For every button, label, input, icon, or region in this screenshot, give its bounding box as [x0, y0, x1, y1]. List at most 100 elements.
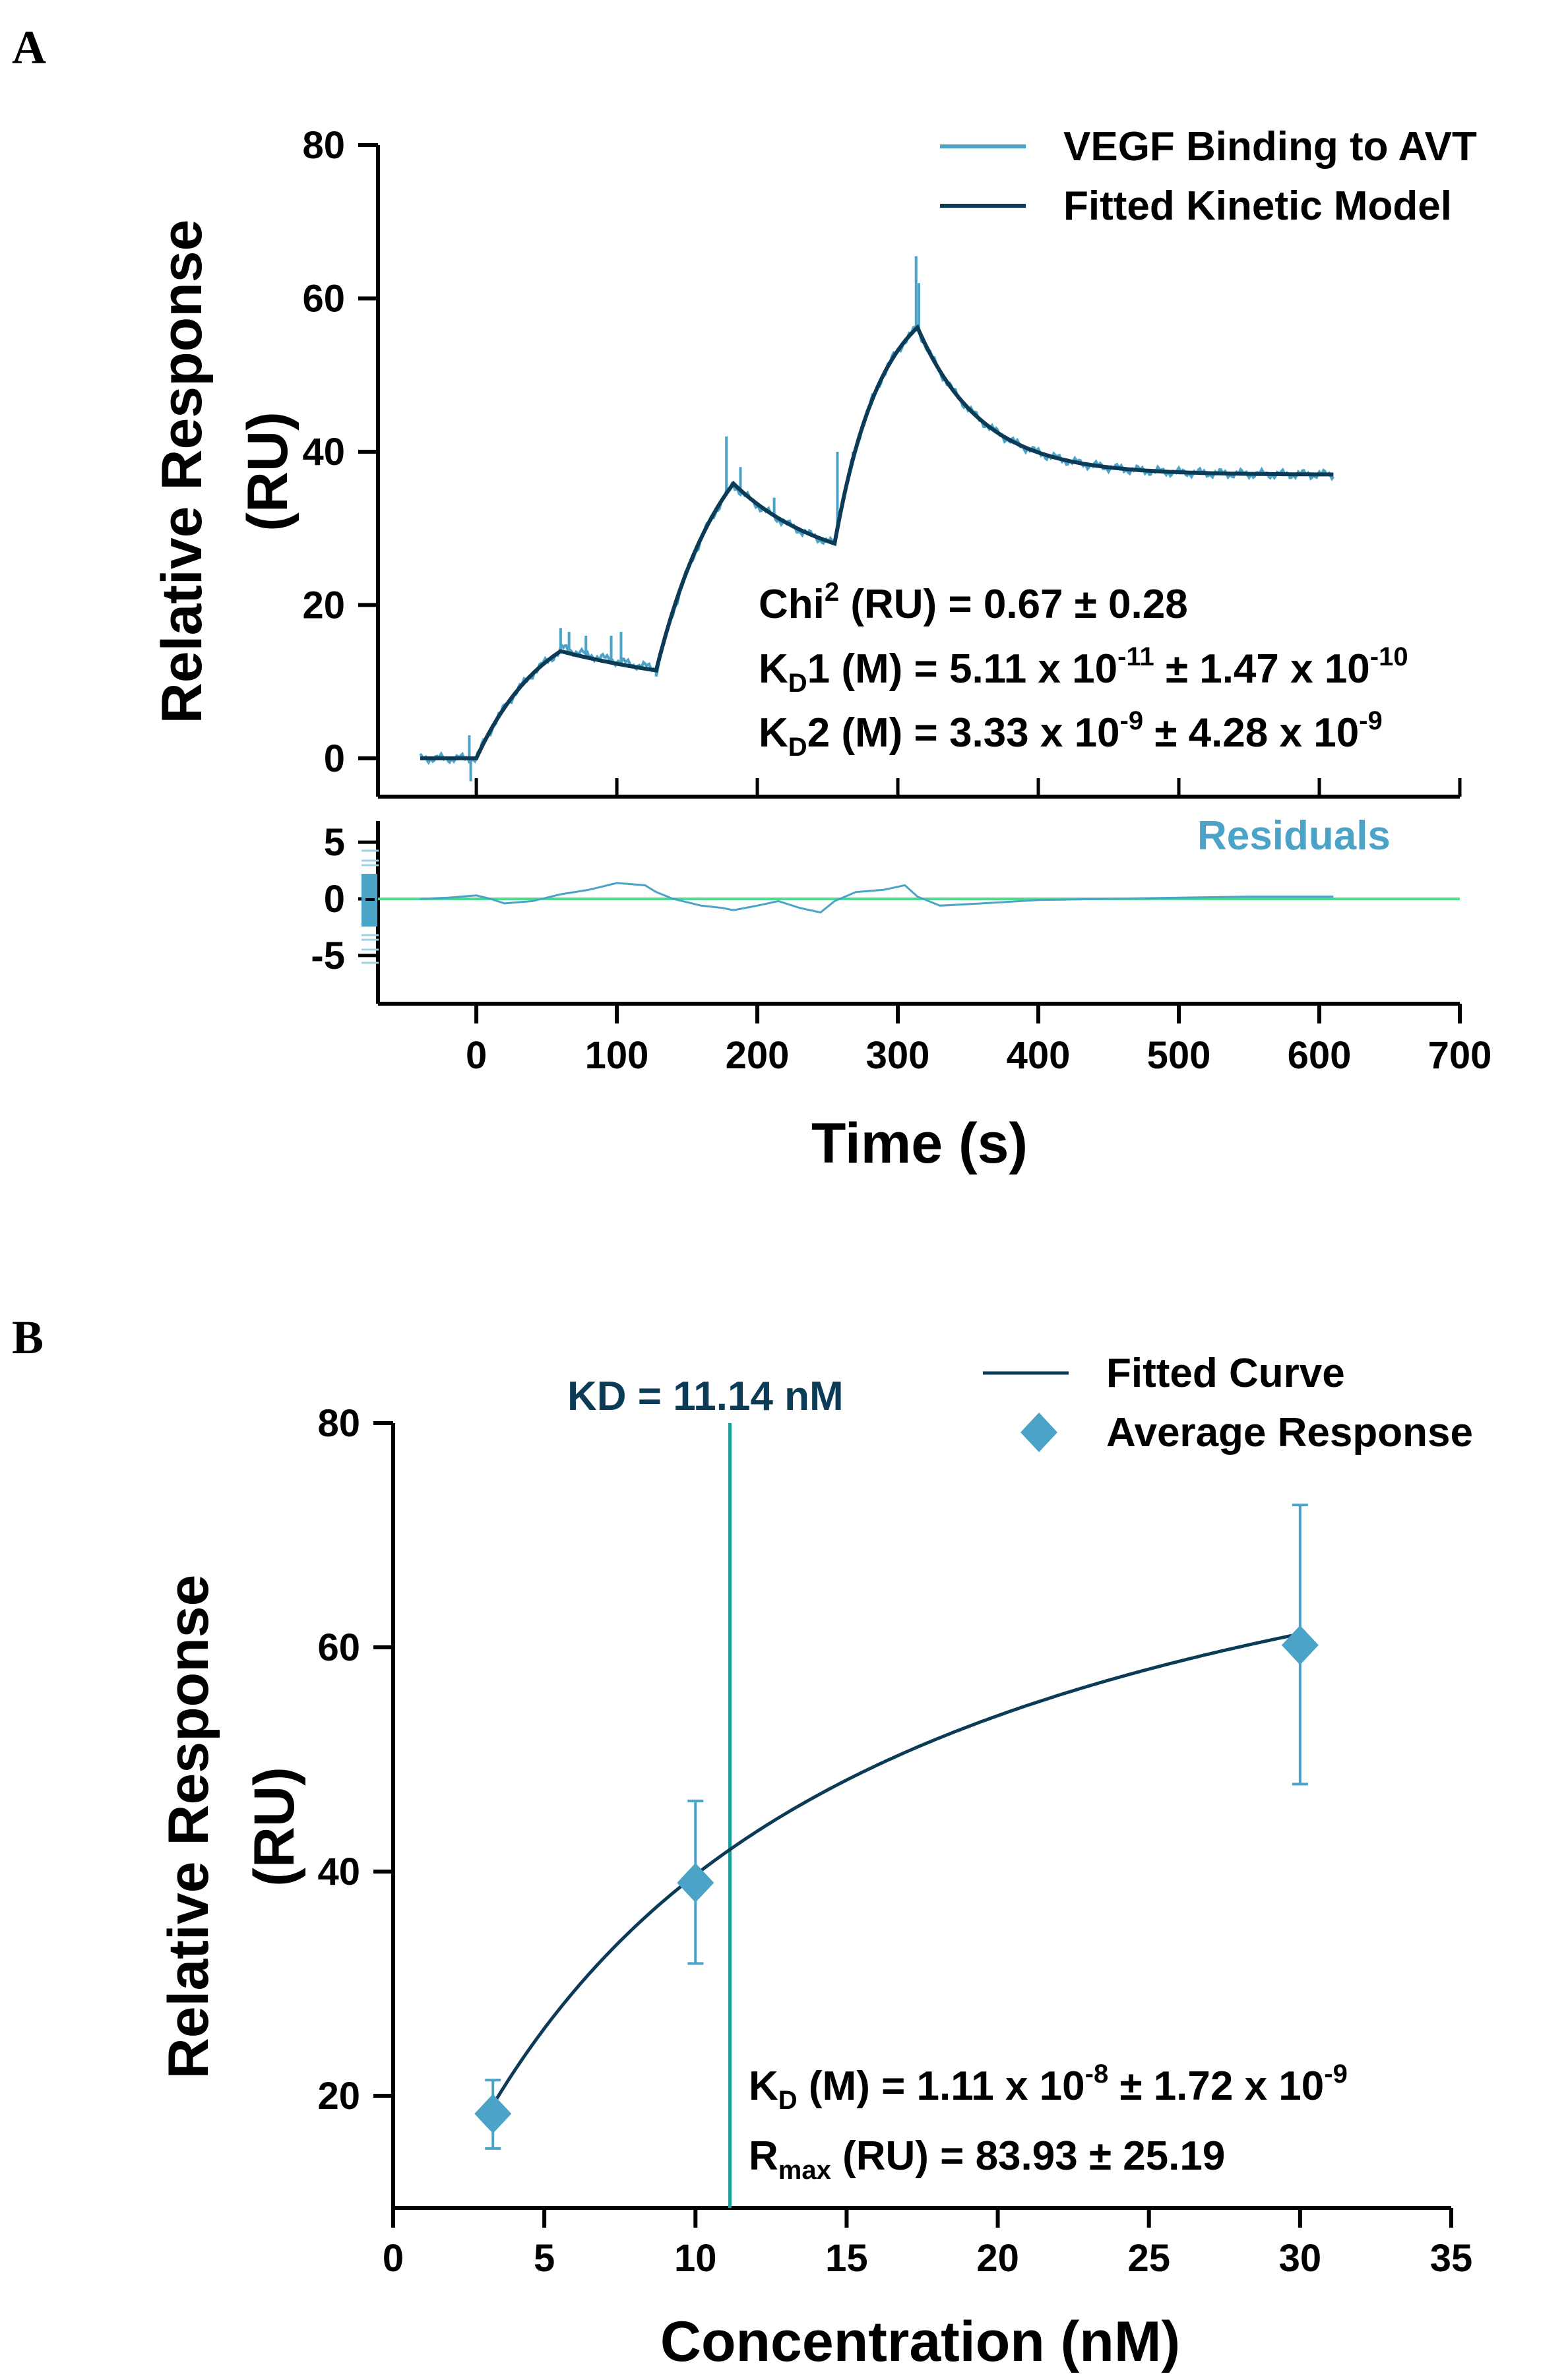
a-kd1-k: K	[759, 646, 788, 692]
a-fit-line	[420, 324, 1334, 760]
b-rmax-text: Rmax (RU) = 83.93 ± 25.19	[749, 2133, 1225, 2185]
a-chi2-rest: (RU) = 0.67 ± 0.28	[839, 582, 1188, 627]
a-y-label-line2: (RU)	[236, 412, 299, 532]
b-x-label: Concentration (nM)	[660, 2310, 1180, 2373]
b-x-tick-label: 35	[1430, 2237, 1473, 2280]
a-kd1-sub: D	[788, 669, 807, 698]
b-data-point	[677, 1863, 714, 1903]
b-x-tick-label: 15	[825, 2237, 868, 2280]
a-residuals-series	[420, 882, 1334, 914]
a-y-ticks: 0 20 40 60 80	[302, 124, 378, 780]
a-residuals-left-hatch	[361, 849, 379, 964]
b-y-tick-label: 20	[317, 2075, 360, 2118]
a-kd1-exp2: -10	[1370, 642, 1408, 671]
b-x-ticks: 0 5 10 15 20 25 30 35	[383, 2208, 1472, 2280]
a-x-label: Time (s)	[811, 1112, 1028, 1175]
a-y-tick-label: 40	[302, 431, 345, 473]
b-data-point	[1281, 1625, 1319, 1665]
a-y-tick-label: 80	[302, 124, 345, 167]
b-x-tick-label: 5	[534, 2237, 555, 2280]
panel-a-label: A	[12, 21, 46, 74]
b-rmax-r: R	[749, 2133, 778, 2179]
b-rmax-sub: max	[778, 2156, 831, 2185]
a-x-ticks: 0 100 200 300 400 500 600 700	[466, 778, 1491, 1077]
a-residuals-line	[420, 882, 1334, 914]
a-legend: VEGF Binding to AVT Fitted Kinetic Model	[940, 124, 1477, 229]
a-kd2-b: ± 4.28 x 10	[1143, 710, 1359, 756]
b-fit-series	[491, 1632, 1301, 2106]
panel-b: B 20 40 60 80 0 5 10 15 20 25 30 35 Relative Respo…	[12, 1311, 1473, 2373]
a-kd1-exp1: -11	[1117, 642, 1154, 671]
a-residuals-y-tick-label: 5	[324, 821, 345, 864]
b-y-label-2: (RU)	[243, 1767, 306, 1887]
a-y-tick-label: 0	[324, 737, 345, 780]
a-residuals-left-bar-mark	[365, 898, 375, 901]
a-x-tick-label: 400	[1007, 1034, 1071, 1077]
a-x-tick-label: 700	[1428, 1034, 1492, 1077]
a-y-tick-label: 20	[302, 584, 345, 626]
a-x-tick-label: 500	[1147, 1034, 1211, 1077]
a-chi2-text: Chi2 (RU) = 0.67 ± 0.28	[759, 578, 1188, 627]
a-kd1-a: 1 (M) = 5.11 x 10	[807, 646, 1117, 692]
b-kd-line-label: KD = 11.14 nM	[567, 1374, 844, 1419]
a-legend-data-label: VEGF Binding to AVT	[1063, 124, 1477, 169]
a-chi2-label: Chi	[759, 582, 825, 627]
a-y-label: Relative Response	[150, 220, 214, 724]
a-kd2-exp1: -9	[1120, 706, 1144, 735]
b-y-tick-label: 40	[317, 1850, 360, 1893]
a-residuals-label: Residuals	[1197, 813, 1391, 859]
b-x-tick-label: 0	[383, 2237, 404, 2280]
b-x-tick-label: 25	[1127, 2237, 1170, 2280]
a-kd2-k: K	[759, 710, 788, 756]
b-y-tick-label: 80	[317, 1402, 360, 1445]
a-y-label-line1: Relative Response	[150, 220, 214, 724]
b-fit-line	[491, 1632, 1301, 2106]
b-legend: Fitted Curve Average Response	[983, 1351, 1473, 1455]
a-residuals-y-tick-label: -5	[311, 934, 345, 977]
panel-b-label: B	[12, 1311, 44, 1364]
a-legend-fit-label: Fitted Kinetic Model	[1063, 183, 1452, 229]
b-x-tick-label: 30	[1279, 2237, 1322, 2280]
a-kd2-a: 2 (M) = 3.33 x 10	[807, 710, 1120, 756]
a-kd2-text: KD2 (M) = 3.33 x 10-9 ± 4.28 x 10-9	[759, 706, 1383, 762]
a-residuals-y-tick-label: 0	[324, 878, 345, 921]
b-kd-b: ± 1.72 x 10	[1108, 2063, 1324, 2109]
b-legend-fit-label: Fitted Curve	[1106, 1351, 1345, 1396]
b-kd-text: KD (M) = 1.11 x 10-8 ± 1.72 x 10-9	[749, 2060, 1348, 2115]
a-y-tick-label: 60	[302, 277, 345, 320]
a-kd2-sub: D	[788, 733, 807, 762]
b-kd-sub: D	[778, 2086, 798, 2115]
a-x-tick-label: 100	[585, 1034, 649, 1077]
a-y-label-2: (RU)	[236, 412, 299, 532]
b-x-tick-label: 20	[976, 2237, 1019, 2280]
b-legend-points-label: Average Response	[1106, 1410, 1473, 1455]
a-kd1-text: KD1 (M) = 5.11 x 10-11 ± 1.47 x 10-10	[759, 642, 1408, 698]
b-kd-a: (M) = 1.11 x 10	[798, 2063, 1085, 2109]
b-kd-k: K	[749, 2063, 778, 2109]
a-kd1-b: ± 1.47 x 10	[1154, 646, 1370, 692]
b-x-tick-label: 10	[674, 2237, 717, 2280]
a-chi2-sup: 2	[825, 578, 839, 607]
b-legend-points-swatch	[1020, 1413, 1057, 1452]
b-rmax-rest: (RU) = 83.93 ± 25.19	[831, 2133, 1226, 2179]
a-kd2-exp2: -9	[1359, 706, 1383, 735]
a-x-tick-label: 300	[866, 1034, 930, 1077]
b-y-label-line1: Relative Response	[157, 1575, 220, 2079]
b-kd-exp2: -9	[1324, 2060, 1348, 2089]
b-y-tick-label: 60	[317, 1626, 360, 1669]
a-x-tick-label: 0	[466, 1034, 487, 1077]
b-y-label-line2: (RU)	[243, 1767, 306, 1887]
b-y-ticks: 20 40 60 80	[317, 1402, 393, 2118]
a-fit-series	[420, 324, 1334, 760]
a-data-series	[419, 256, 1334, 781]
b-kd-exp1: -8	[1085, 2060, 1109, 2089]
b-data-point	[474, 2094, 512, 2134]
b-annotations: KD (M) = 1.11 x 10-8 ± 1.72 x 10-9 Rmax …	[749, 2060, 1348, 2185]
b-average-response-series	[474, 1504, 1319, 2150]
a-x-tick-label: 600	[1288, 1034, 1352, 1077]
a-annotations: Chi2 (RU) = 0.67 ± 0.28 KD1 (M) = 5.11 x…	[759, 578, 1408, 762]
a-x-tick-label: 200	[726, 1034, 790, 1077]
a-residuals-panel: 5 0 -5 Residuals	[311, 813, 1460, 1006]
